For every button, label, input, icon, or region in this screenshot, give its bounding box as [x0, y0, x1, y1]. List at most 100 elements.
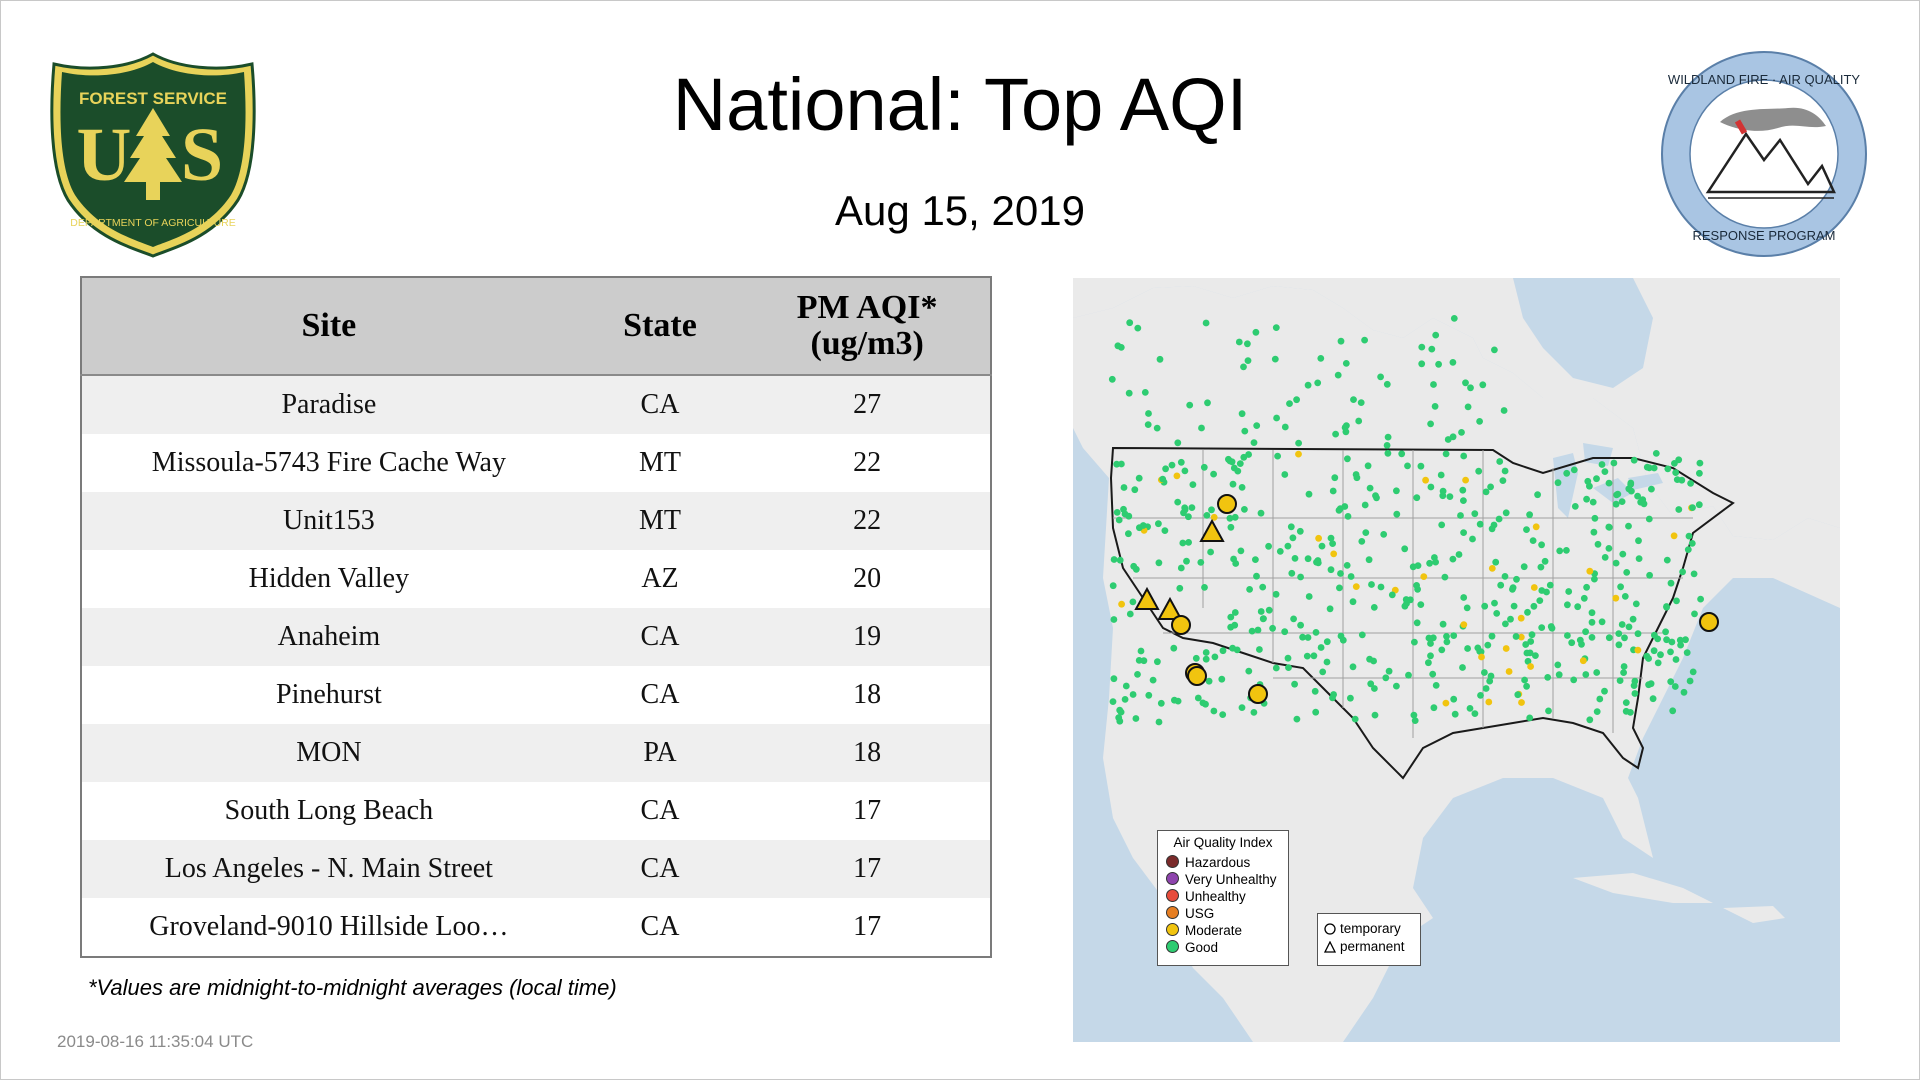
aqi-cell: 19 [744, 608, 991, 666]
monitor-point [1177, 458, 1185, 466]
monitor-point [1297, 573, 1304, 581]
monitor-point [1137, 647, 1145, 655]
monitor-point [1361, 336, 1368, 344]
monitor-point [1170, 644, 1178, 652]
legend-label: Moderate [1185, 923, 1243, 938]
monitor-point [1586, 567, 1594, 575]
monitor-point [1109, 582, 1117, 590]
monitor-point [1524, 657, 1532, 665]
monitor-point [1284, 654, 1292, 662]
monitor-point [1634, 646, 1642, 654]
monitor-point [1236, 460, 1244, 467]
monitor-point [1132, 715, 1140, 722]
monitor-point [1180, 509, 1187, 517]
monitor-point [1238, 410, 1246, 418]
monitor-point [1593, 669, 1601, 676]
legend-item-unhealthy: Unhealthy [1166, 888, 1288, 905]
monitor-point [1347, 694, 1354, 702]
monitor-point [1371, 685, 1378, 692]
monitor-point [1462, 476, 1469, 484]
monitor-point [1116, 556, 1124, 564]
hudson-bay [1513, 278, 1653, 388]
monitor-point [1304, 634, 1312, 641]
monitor-point [1312, 629, 1320, 636]
monitor-point [1449, 555, 1457, 563]
monitor-point [1413, 494, 1421, 502]
monitor-point [1288, 569, 1296, 577]
monitor-point [1405, 671, 1412, 679]
monitor-point [1491, 599, 1498, 607]
monitor-point [1686, 677, 1694, 685]
monitor-point [1244, 357, 1252, 364]
monitor-point [1122, 682, 1130, 690]
monitor-point [1274, 452, 1281, 460]
monitor-point [1329, 694, 1336, 702]
table-row: Hidden Valley AZ 20 [81, 550, 991, 608]
monitor-point [1417, 462, 1425, 470]
monitor-point [1580, 594, 1588, 602]
monitor-point [1622, 699, 1630, 706]
state-cell: MT [575, 434, 745, 492]
monitor-point [1669, 707, 1677, 715]
monitor-point [1464, 403, 1472, 411]
monitor-point [1285, 664, 1292, 671]
monitor-point [1420, 573, 1428, 580]
monitor-point [1273, 414, 1280, 422]
monitor-point [1145, 691, 1153, 699]
monitor-point [1295, 439, 1302, 447]
monitor-point [1618, 621, 1626, 628]
monitor-point [1343, 562, 1351, 569]
hispaniola [1723, 906, 1785, 923]
monitor-point [1185, 539, 1192, 546]
monitor-point [1125, 389, 1133, 397]
monitor-point [1238, 704, 1246, 711]
top-site-circle-marker [1248, 684, 1268, 704]
monitor-point [1202, 649, 1210, 656]
monitor-point [1380, 531, 1388, 538]
monitor-point [1647, 680, 1655, 688]
monitor-point [1482, 685, 1490, 692]
aqi-cell: 17 [744, 840, 991, 898]
monitor-point [1501, 467, 1509, 475]
monitor-point [1428, 345, 1436, 353]
monitor-point [1625, 623, 1633, 631]
legend-label: Unhealthy [1185, 889, 1246, 904]
monitor-point [1620, 669, 1627, 676]
monitor-point [1432, 331, 1440, 339]
monitor-point [1487, 483, 1494, 491]
monitor-point [1625, 522, 1632, 530]
aqi-cell: 17 [744, 782, 991, 840]
monitor-point [1526, 714, 1534, 722]
monitor-point [1246, 586, 1253, 593]
legend-item-good: Good [1166, 939, 1288, 956]
state-cell: CA [575, 608, 745, 666]
top-site-triangle-marker [1199, 518, 1225, 542]
monitor-point [1253, 572, 1260, 580]
monitor-point [1174, 439, 1182, 447]
monitor-point [1510, 602, 1518, 610]
monitor-point [1645, 515, 1653, 523]
monitor-point [1578, 640, 1585, 648]
monitor-point [1210, 470, 1217, 478]
monitor-point [1371, 711, 1379, 719]
monitor-point [1481, 602, 1489, 610]
monitor-point [1118, 600, 1125, 608]
legend-item-permanent: permanent [1323, 938, 1420, 956]
monitor-point [1368, 581, 1375, 588]
monitor-point [1284, 542, 1292, 550]
monitor-point [1514, 691, 1522, 699]
state-cell: CA [575, 782, 745, 840]
monitor-point [1583, 495, 1590, 503]
legend-item-very-unhealthy: Very Unhealthy [1166, 871, 1288, 888]
site-cell: Hidden Valley [81, 550, 576, 608]
monitor-point [1601, 468, 1609, 475]
monitor-point [1527, 638, 1535, 645]
monitor-point [1687, 480, 1694, 487]
monitor-point [1149, 676, 1157, 684]
monitor-point [1524, 608, 1531, 616]
monitor-point [1450, 695, 1458, 703]
monitor-point [1594, 540, 1602, 548]
monitor-point [1532, 523, 1540, 531]
monitor-point [1679, 568, 1686, 576]
monitor-point [1334, 371, 1342, 379]
